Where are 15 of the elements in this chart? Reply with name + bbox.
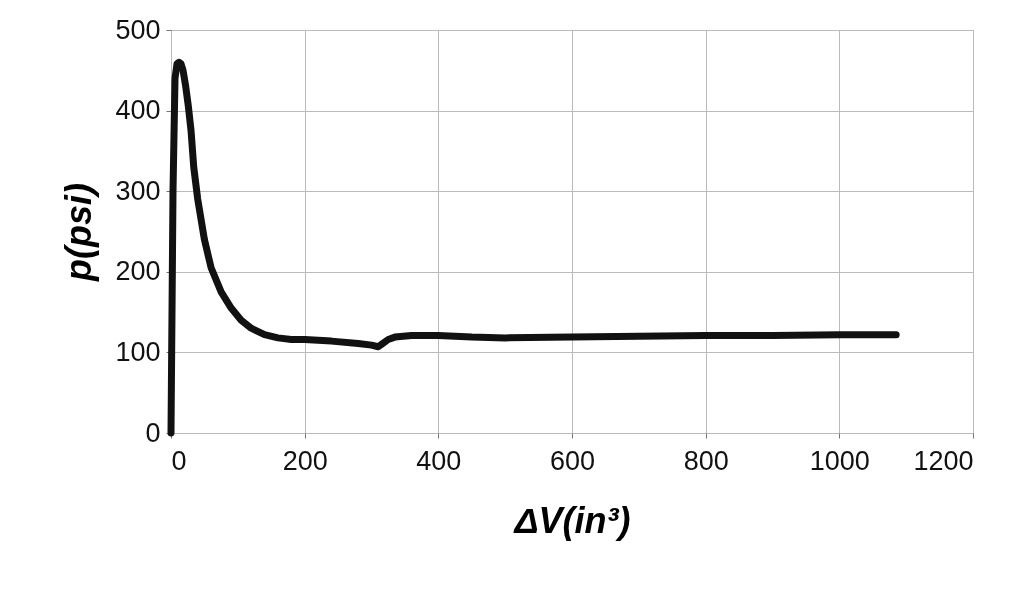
x-tick-label: 800: [683, 445, 729, 476]
y-tick-label: 500: [115, 14, 161, 45]
y-tick-label: 0: [145, 417, 161, 448]
y-tick-label: 300: [115, 175, 161, 206]
x-tick-label: 1000: [809, 445, 870, 476]
x-tick-label: 0: [171, 445, 187, 476]
x-tick-label: 1200: [913, 445, 974, 476]
y-axis-title: p(psi): [58, 183, 100, 282]
y-tick-label: 100: [115, 336, 161, 367]
y-tick-label: 200: [115, 256, 161, 287]
x-axis-title: ΔV(in³): [512, 499, 631, 541]
x-tick-label: 200: [282, 445, 328, 476]
x-tick-label: 400: [416, 445, 462, 476]
y-tick-label: 400: [115, 95, 161, 126]
x-tick-label: 600: [549, 445, 596, 476]
